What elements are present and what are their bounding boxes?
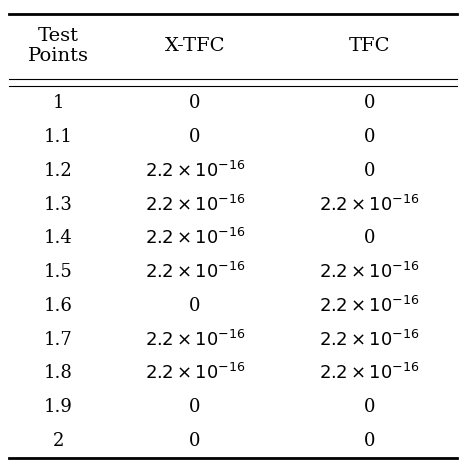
Text: TFC: TFC	[349, 37, 390, 55]
Text: $2.2\times10^{-16}$: $2.2\times10^{-16}$	[144, 194, 245, 215]
Text: $2.2\times10^{-16}$: $2.2\times10^{-16}$	[319, 194, 420, 215]
Text: 0: 0	[189, 128, 201, 146]
Text: 0: 0	[363, 432, 375, 450]
Text: 1.8: 1.8	[44, 364, 73, 382]
Text: 1.1: 1.1	[44, 128, 73, 146]
Text: 1.9: 1.9	[44, 398, 73, 416]
Text: 0: 0	[363, 229, 375, 247]
Text: $2.2\times10^{-16}$: $2.2\times10^{-16}$	[144, 363, 245, 383]
Text: 0: 0	[189, 398, 201, 416]
Text: $2.2\times10^{-16}$: $2.2\times10^{-16}$	[319, 329, 420, 350]
Text: $2.2\times10^{-16}$: $2.2\times10^{-16}$	[319, 363, 420, 383]
Text: $2.2\times10^{-16}$: $2.2\times10^{-16}$	[144, 161, 245, 181]
Text: 0: 0	[363, 162, 375, 180]
Text: 1.5: 1.5	[44, 263, 73, 281]
Text: X-TFC: X-TFC	[164, 37, 225, 55]
Text: 0: 0	[189, 297, 201, 315]
Text: $2.2\times10^{-16}$: $2.2\times10^{-16}$	[144, 329, 245, 350]
Text: 2: 2	[53, 432, 64, 450]
Text: 1.3: 1.3	[44, 195, 73, 213]
Text: 0: 0	[189, 94, 201, 112]
Text: 1.6: 1.6	[44, 297, 73, 315]
Text: 0: 0	[189, 432, 201, 450]
Text: $2.2\times10^{-16}$: $2.2\times10^{-16}$	[319, 262, 420, 282]
Text: 0: 0	[363, 94, 375, 112]
Text: $2.2\times10^{-16}$: $2.2\times10^{-16}$	[319, 296, 420, 316]
Text: $2.2\times10^{-16}$: $2.2\times10^{-16}$	[144, 262, 245, 282]
Text: 0: 0	[363, 398, 375, 416]
Text: 1.4: 1.4	[44, 229, 73, 247]
Text: Test
Points: Test Points	[28, 26, 89, 66]
Text: 1: 1	[53, 94, 64, 112]
Text: 0: 0	[363, 128, 375, 146]
Text: 1.2: 1.2	[44, 162, 73, 180]
Text: $2.2\times10^{-16}$: $2.2\times10^{-16}$	[144, 228, 245, 248]
Text: 1.7: 1.7	[44, 331, 73, 349]
